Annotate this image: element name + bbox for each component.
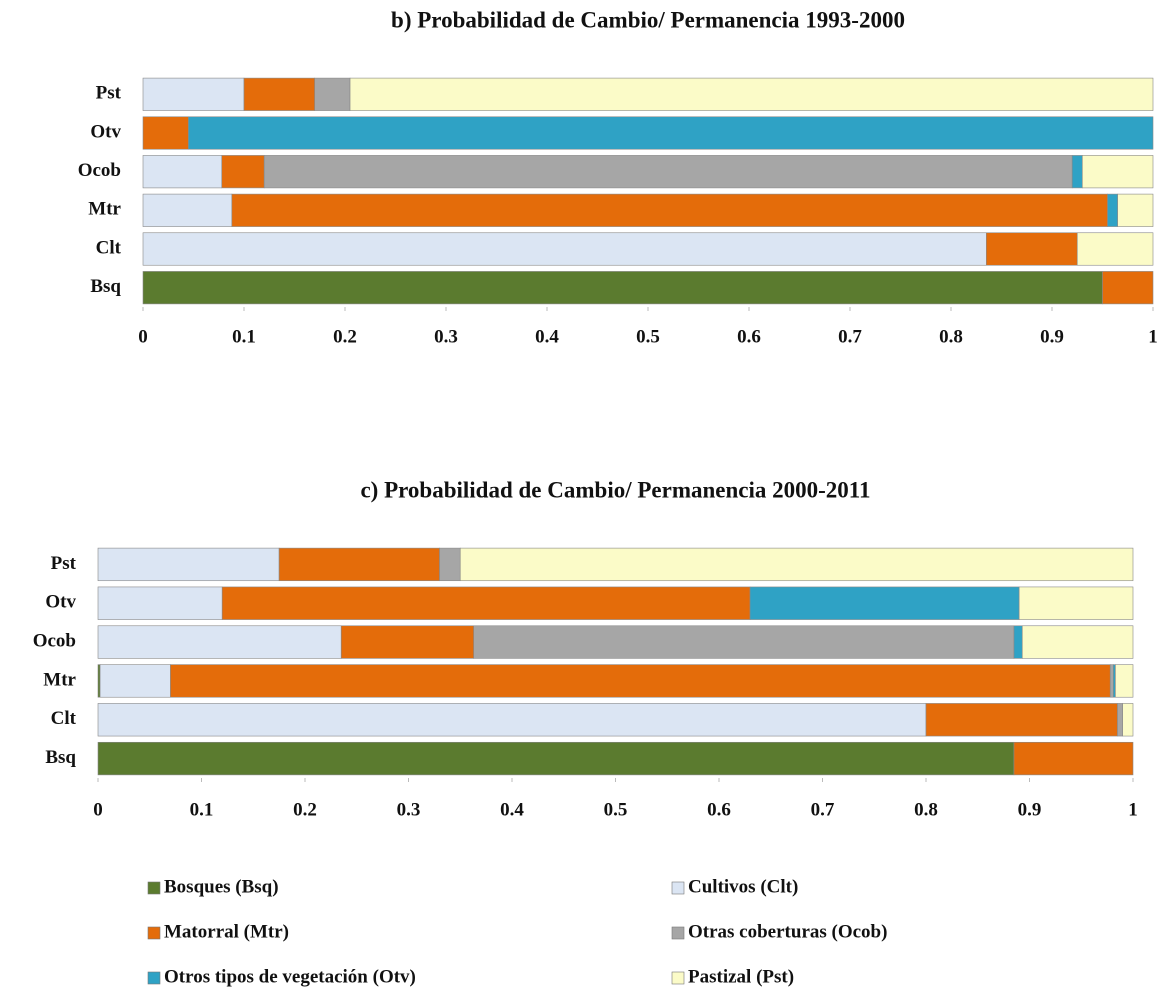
x-tick-label: 1 <box>1148 326 1158 347</box>
legend-swatch <box>671 881 685 895</box>
legend-label: Otras coberturas (Ocob) <box>688 921 887 942</box>
legend-label: Matorral (Mtr) <box>164 921 289 942</box>
category-label: Clt <box>51 708 77 729</box>
bar-segment <box>142 77 245 111</box>
bar-segment <box>142 193 233 227</box>
bar-segment <box>1013 741 1134 776</box>
category-label: Mtr <box>88 199 121 220</box>
legend-label: Pastizal (Pst) <box>688 966 794 987</box>
x-tick-label: 1 <box>1128 799 1138 820</box>
x-tick-label: 0.5 <box>604 799 628 820</box>
bar-segment <box>142 271 1103 305</box>
bar-segment <box>263 155 1073 189</box>
bar-segment <box>1021 625 1134 659</box>
bar-segment <box>1076 232 1154 266</box>
x-tick-label: 0.9 <box>1040 326 1064 347</box>
bar-segment <box>278 547 440 582</box>
x-tick-label: 0.6 <box>707 799 731 820</box>
chart-title: b) Probabilidad de Cambio/ Permanencia 1… <box>391 7 905 32</box>
bar-segment <box>1109 664 1114 698</box>
x-tick-label: 0.7 <box>838 326 862 347</box>
bar-segment <box>1071 155 1083 189</box>
x-tick-label: 0.6 <box>737 326 761 347</box>
category-label: Ocob <box>33 630 76 651</box>
bar-segment <box>97 664 101 698</box>
bar-segment <box>1117 703 1123 737</box>
x-tick-label: 0.2 <box>333 326 357 347</box>
bar-segment <box>473 625 1015 659</box>
x-tick-label: 0 <box>138 326 148 347</box>
bar-segment <box>97 703 927 737</box>
bar-segment <box>1113 664 1116 698</box>
bar-segment <box>99 664 171 698</box>
bar-segment <box>1117 193 1154 227</box>
bar-segment <box>749 586 1020 620</box>
bar-segment <box>1102 271 1154 305</box>
bar-segment <box>170 664 1111 698</box>
x-tick-label: 0 <box>93 799 103 820</box>
bar-segment <box>349 77 1154 111</box>
x-tick-label: 0.9 <box>1018 799 1042 820</box>
category-label: Ocob <box>78 160 121 181</box>
bar-segment <box>314 77 351 111</box>
bar-segment <box>1107 193 1118 227</box>
legend-swatch <box>671 926 685 940</box>
bar-segment <box>97 625 342 659</box>
legend-swatch <box>147 971 161 985</box>
x-tick-label: 0.3 <box>397 799 421 820</box>
category-label: Clt <box>96 237 122 258</box>
bar-segment <box>459 547 1134 582</box>
x-tick-label: 0.7 <box>811 799 835 820</box>
x-tick-label: 0.5 <box>636 326 660 347</box>
bar-segment <box>1115 664 1134 698</box>
category-label: Otv <box>45 592 76 613</box>
bar-segment <box>231 193 1108 227</box>
bar-segment <box>142 232 987 266</box>
x-tick-label: 0.3 <box>434 326 458 347</box>
category-label: Pst <box>96 83 122 104</box>
legend-swatch <box>147 881 161 895</box>
x-tick-label: 0.2 <box>293 799 317 820</box>
bar-segment <box>221 155 265 189</box>
bar-segment <box>142 155 223 189</box>
category-label: Bsq <box>90 276 121 297</box>
bar-segment <box>340 625 475 659</box>
x-tick-label: 0.1 <box>190 799 214 820</box>
category-label: Otv <box>90 121 121 142</box>
legend-swatch <box>671 971 685 985</box>
bar-segment <box>1082 155 1154 189</box>
legend-label: Otros tipos de vegetación (Otv) <box>164 966 416 987</box>
bar-segment <box>986 232 1078 266</box>
bar-segment <box>142 116 189 150</box>
bar-segment <box>97 586 223 620</box>
bar-segment <box>1122 703 1134 737</box>
x-tick-label: 0.8 <box>939 326 963 347</box>
bar-segment <box>439 547 461 582</box>
legend-swatch <box>147 926 161 940</box>
x-tick-label: 0.1 <box>232 326 256 347</box>
category-label: Bsq <box>45 747 76 768</box>
category-label: Mtr <box>43 669 76 690</box>
bar-segment <box>97 741 1015 776</box>
bar-segment <box>925 703 1118 737</box>
legend-label: Cultivos (Clt) <box>688 876 798 897</box>
legend-label: Bosques (Bsq) <box>164 876 279 897</box>
bar-segment <box>221 586 751 620</box>
x-tick-label: 0.4 <box>535 326 559 347</box>
bar-segment <box>1013 625 1023 659</box>
chart-title: c) Probabilidad de Cambio/ Permanencia 2… <box>360 477 870 502</box>
bar-segment <box>188 116 1154 150</box>
category-label: Pst <box>51 553 77 574</box>
bar-segment <box>1018 586 1134 620</box>
x-tick-label: 0.4 <box>500 799 524 820</box>
bar-segment <box>243 77 315 111</box>
bar-segment <box>97 547 280 582</box>
x-tick-label: 0.8 <box>914 799 938 820</box>
